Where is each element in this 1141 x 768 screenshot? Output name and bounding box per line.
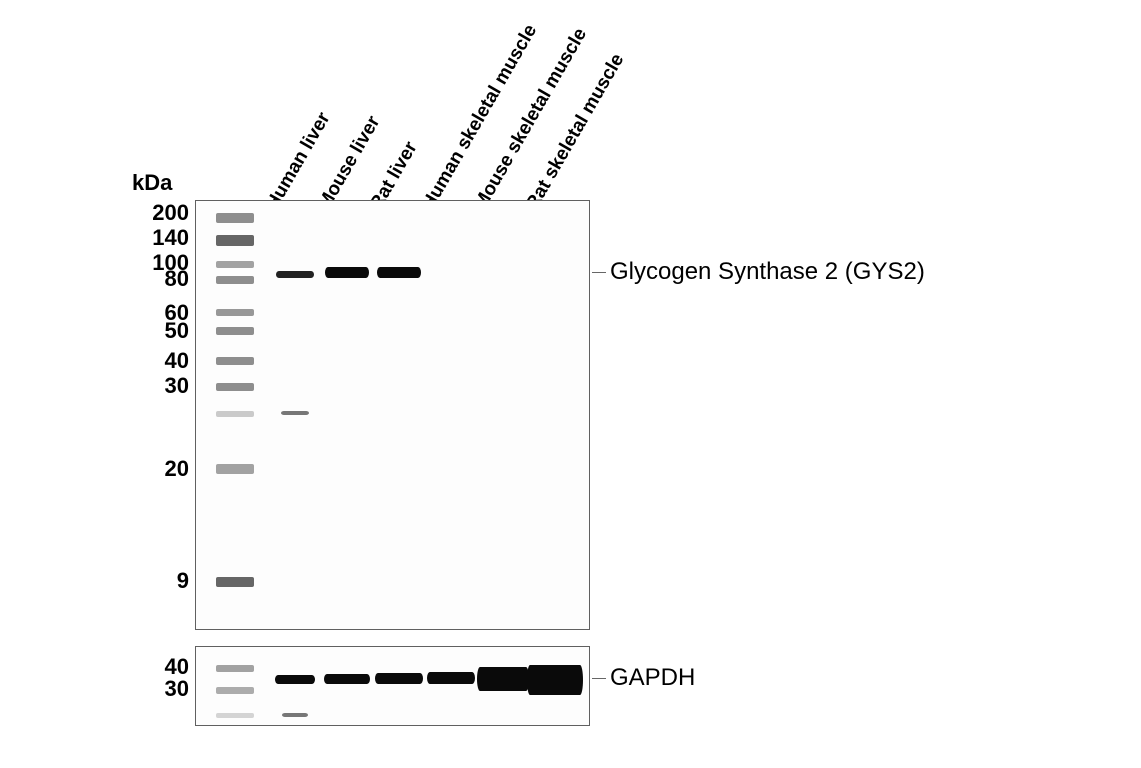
top-blot <box>195 200 590 630</box>
lane-label: Rat skeletal muscle <box>522 50 629 214</box>
mw-marker: 200 <box>110 200 189 226</box>
top-target-label: Glycogen Synthase 2 (GYS2) <box>610 258 925 286</box>
ladder-band <box>216 464 254 474</box>
protein-band <box>282 713 308 717</box>
mw-marker: 40 <box>110 348 189 374</box>
protein-band <box>427 672 475 684</box>
mw-marker: 30 <box>110 676 189 702</box>
protein-band <box>275 675 315 684</box>
ladder-band <box>216 235 254 246</box>
ladder-band <box>216 276 254 284</box>
ladder-band <box>216 411 254 417</box>
mw-marker: 30 <box>110 373 189 399</box>
protein-band <box>325 267 369 278</box>
ladder-band <box>216 687 254 694</box>
protein-band <box>281 411 309 415</box>
protein-band <box>324 674 370 684</box>
ladder-band <box>216 213 254 223</box>
mw-marker: 9 <box>110 568 189 594</box>
top-target-tick <box>592 272 606 273</box>
bottom-blot <box>195 646 590 726</box>
protein-band <box>527 665 583 695</box>
protein-band <box>477 667 529 691</box>
protein-band <box>377 267 421 278</box>
mw-marker: 20 <box>110 456 189 482</box>
mw-marker: 80 <box>110 266 189 292</box>
protein-band <box>375 673 423 684</box>
protein-band <box>276 271 314 278</box>
bottom-target-tick <box>592 678 606 679</box>
bottom-target-label: GAPDH <box>610 664 695 692</box>
mw-marker: 140 <box>110 225 189 251</box>
western-blot-figure: kDa Human liverMouse liverRat liverHuman… <box>110 30 1030 740</box>
ladder-band <box>216 665 254 672</box>
kda-label: kDa <box>132 170 172 196</box>
ladder-band <box>216 309 254 316</box>
mw-marker: 50 <box>110 318 189 344</box>
ladder-band <box>216 577 254 587</box>
ladder-band <box>216 327 254 335</box>
ladder-band <box>216 261 254 268</box>
ladder-band <box>216 713 254 718</box>
ladder-band <box>216 357 254 365</box>
ladder-band <box>216 383 254 391</box>
